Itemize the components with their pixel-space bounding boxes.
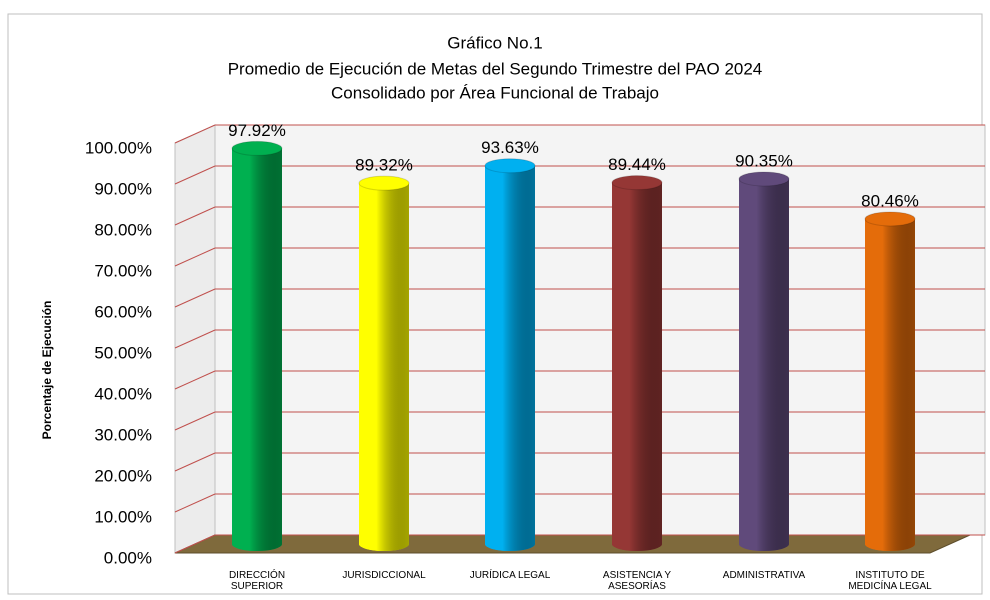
floor bbox=[174, 534, 971, 554]
y-tick-label: 20.00% bbox=[94, 466, 152, 485]
data-label: 80.46% bbox=[861, 191, 919, 210]
y-tick-label: 0.00% bbox=[104, 548, 152, 567]
grid-line bbox=[174, 493, 216, 513]
grid-line bbox=[174, 288, 216, 308]
x-tick-label: JURISDICCIONAL bbox=[342, 570, 426, 581]
grid-line bbox=[174, 411, 216, 431]
data-label: 89.44% bbox=[608, 155, 666, 174]
data-label: 93.63% bbox=[481, 138, 539, 157]
grid-line bbox=[174, 206, 216, 226]
bar-top bbox=[611, 175, 663, 191]
data-label: 90.35% bbox=[735, 151, 793, 170]
y-tick-label: 10.00% bbox=[94, 507, 152, 526]
x-tick-label: DIRECCIÓN SUPERIOR bbox=[228, 570, 286, 592]
y-tick-label: 60.00% bbox=[94, 302, 152, 321]
bar-top bbox=[358, 175, 410, 191]
bar-top bbox=[738, 171, 790, 187]
chart-title: Gráfico No.1 bbox=[447, 33, 542, 52]
y-tick-label: 90.00% bbox=[94, 179, 152, 198]
bar-shade bbox=[739, 178, 789, 544]
bar-top bbox=[231, 140, 283, 156]
y-tick-label: 50.00% bbox=[94, 343, 152, 362]
y-tick-label: 80.00% bbox=[94, 220, 152, 239]
bar-top bbox=[864, 211, 916, 227]
x-tick-label: JURÍDICA LEGAL bbox=[469, 570, 551, 581]
data-label: 97.92% bbox=[228, 121, 286, 140]
bar-shade bbox=[865, 218, 915, 545]
y-axis-label: Porcentaje de Ejecución bbox=[40, 301, 54, 440]
bar-shade bbox=[485, 165, 535, 544]
x-tick-label: INSTITUTO DE MEDICÍNA LEGAL bbox=[848, 570, 932, 592]
grid-line bbox=[174, 452, 216, 472]
bar-shade bbox=[359, 183, 409, 544]
y-tick-label: 70.00% bbox=[94, 261, 152, 280]
grid-line bbox=[174, 124, 216, 144]
x-tick-label: ADMINISTRATIVA bbox=[722, 570, 806, 581]
data-label: 89.32% bbox=[355, 156, 413, 175]
bar-top bbox=[484, 158, 536, 174]
y-tick-label: 100.00% bbox=[85, 138, 152, 157]
y-tick-label: 30.00% bbox=[94, 425, 152, 444]
chart-subtitle: Consolidado por Área Funcional de Trabaj… bbox=[331, 83, 659, 102]
grid-line bbox=[174, 370, 216, 390]
chart-subtitle: Promedio de Ejecución de Metas del Segun… bbox=[228, 59, 763, 78]
grid-line bbox=[174, 247, 216, 267]
x-tick-label: ASISTENCIA Y ASESORÍAS bbox=[602, 570, 672, 592]
y-tick-label: 40.00% bbox=[94, 384, 152, 403]
grid-line bbox=[174, 534, 216, 554]
bar-shade bbox=[232, 148, 282, 544]
bar-shade bbox=[612, 182, 662, 544]
grid-line bbox=[174, 165, 216, 185]
grid-line bbox=[174, 329, 216, 349]
